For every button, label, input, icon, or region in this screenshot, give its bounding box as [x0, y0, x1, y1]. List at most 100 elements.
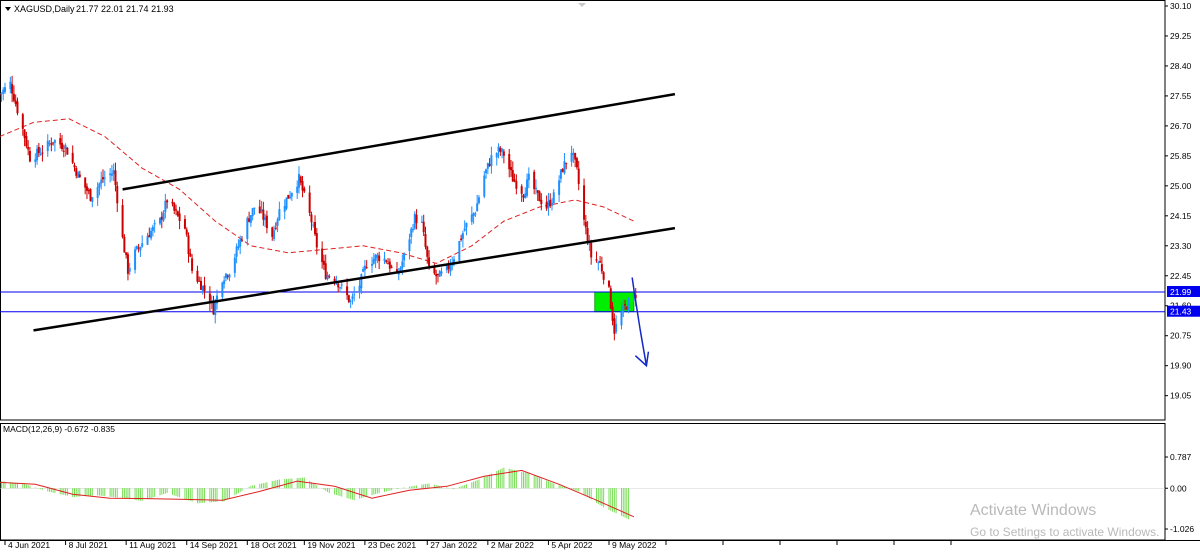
price-tick-label: 19.90 — [1170, 361, 1192, 371]
candle-body — [333, 278, 336, 282]
candle-body — [196, 270, 199, 282]
candle-body — [552, 192, 555, 203]
candle-body — [408, 239, 411, 251]
candle-body — [141, 243, 144, 247]
candle-body — [403, 253, 406, 261]
candle-body — [201, 286, 204, 292]
candle-body — [495, 153, 498, 158]
candle-body — [50, 143, 53, 145]
time-tick-label: 27 Jan 2022 — [430, 540, 477, 550]
candle-body — [412, 229, 415, 231]
candle-body — [324, 263, 327, 279]
candle-body — [191, 258, 194, 271]
candle-body — [597, 262, 600, 264]
candle-body — [23, 129, 26, 139]
candle-body — [258, 206, 261, 214]
candle-body — [470, 214, 473, 222]
candle-body — [452, 259, 455, 264]
candle-body — [508, 154, 511, 170]
chart-shift-marker-icon[interactable] — [578, 3, 586, 7]
candle-body — [322, 260, 325, 265]
candle-body — [563, 161, 566, 174]
price-tick-label: 24.15 — [1170, 211, 1192, 221]
candle-body — [588, 243, 591, 245]
candle-body — [520, 186, 523, 194]
candle-body — [399, 267, 402, 271]
candle-body — [2, 89, 5, 94]
candle-body — [436, 273, 439, 276]
candle-body — [183, 219, 186, 229]
candle-body — [545, 202, 548, 209]
candle-body — [360, 274, 363, 289]
candle-body — [620, 311, 623, 326]
candle-body — [351, 296, 354, 299]
candle-body — [438, 271, 441, 277]
candle-body — [534, 187, 537, 190]
candle-body — [424, 233, 427, 247]
price-tick-label: 30.10 — [1170, 1, 1192, 11]
candle-body — [615, 323, 618, 332]
candle-body — [159, 217, 162, 224]
candle-body — [445, 265, 448, 271]
candle-body — [465, 222, 468, 228]
candle-body — [577, 168, 580, 184]
candle-body — [103, 177, 106, 179]
macd-signal-line — [0, 469, 635, 518]
symbol-menu-icon[interactable] — [5, 7, 11, 11]
candle-body — [624, 304, 627, 306]
candle-body — [303, 188, 306, 192]
candle-body — [221, 282, 224, 297]
candle-body — [85, 186, 88, 191]
candle-body — [139, 247, 142, 251]
candle-body — [337, 283, 340, 288]
candle-body — [178, 213, 181, 221]
candle-body — [289, 196, 292, 199]
candle-body — [253, 207, 256, 209]
candle-body — [299, 176, 302, 183]
candle-body — [128, 268, 131, 272]
candle-body — [62, 150, 65, 152]
candle-body — [208, 293, 211, 303]
candle-body — [600, 264, 603, 272]
candle-body — [383, 258, 386, 262]
candle-body — [14, 100, 17, 105]
candle-body — [134, 249, 137, 270]
candle-body — [572, 152, 575, 156]
candle-body — [246, 218, 249, 240]
candle-body — [575, 158, 578, 168]
candle-body — [21, 114, 24, 129]
candle-body — [490, 155, 493, 166]
moving-average-line — [0, 118, 635, 264]
candle-body — [485, 169, 488, 174]
candle-body — [274, 227, 277, 229]
candle-body — [376, 254, 379, 258]
candle-body — [16, 101, 19, 114]
candle-body — [123, 236, 126, 253]
candle-body — [385, 260, 388, 263]
candle-body — [278, 209, 281, 220]
projection-arrow-head — [634, 351, 650, 368]
candle-body — [199, 280, 202, 290]
candle-body — [78, 174, 81, 177]
candle-body — [173, 203, 176, 211]
candle-body — [550, 202, 553, 206]
candle-body — [77, 172, 80, 178]
candle-body — [526, 179, 529, 196]
candle-body — [239, 239, 242, 247]
candle-body — [251, 208, 254, 217]
candle-body — [378, 255, 381, 262]
candle-body — [609, 288, 612, 309]
candle-body — [301, 181, 304, 191]
candle-body — [314, 222, 317, 235]
price-panel — [0, 0, 1166, 421]
candle-body — [171, 201, 174, 204]
candle-body — [625, 307, 628, 310]
candle-body — [297, 174, 300, 188]
time-tick-label: 23 Dec 2021 — [368, 540, 416, 550]
price-tick-label: 26.70 — [1170, 121, 1192, 131]
macd-tick-label: 0.00 — [1170, 483, 1187, 493]
time-tick-label: 4 Jun 2021 — [8, 540, 50, 550]
candle-body — [527, 173, 530, 181]
